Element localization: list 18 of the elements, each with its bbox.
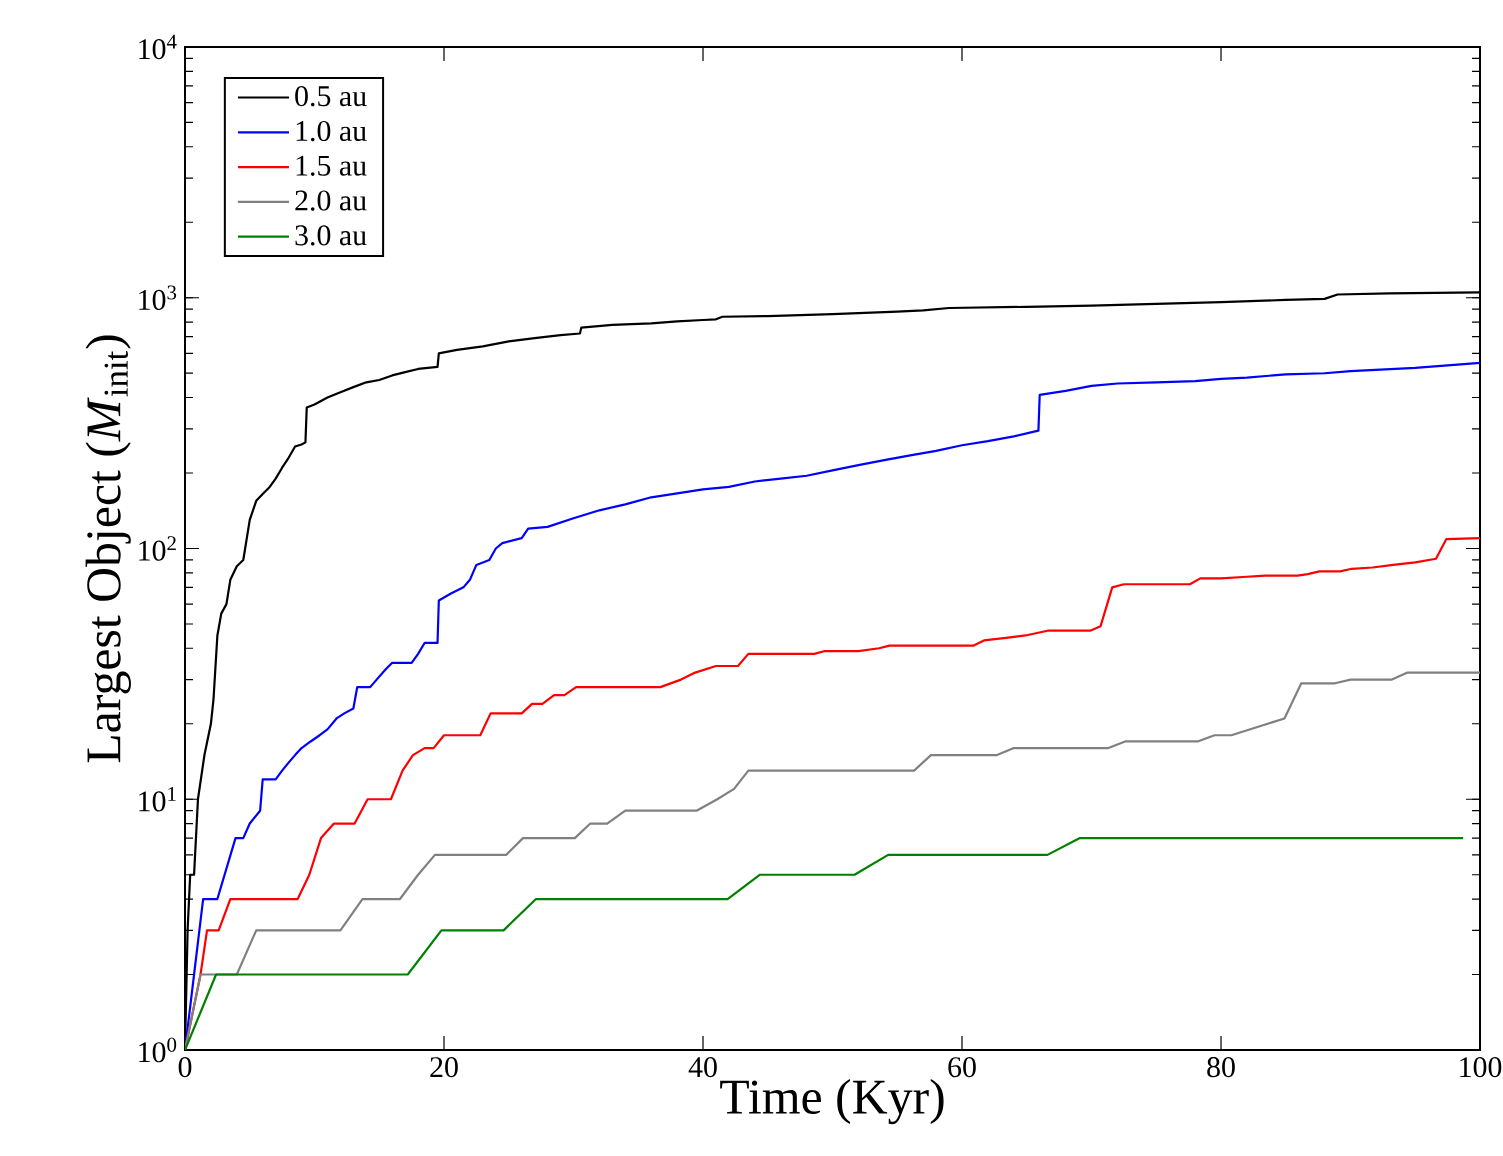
legend-label: 3.0 au: [295, 225, 367, 246]
y-tick-label: 10$^{0}$: [139, 1037, 177, 1063]
x-tick-label: 20: [430, 1057, 458, 1078]
x-tick-label: 60: [948, 1057, 976, 1078]
y-tick-label: 10$^{2}$: [139, 536, 176, 561]
x-tick-label: 100: [1460, 1057, 1502, 1078]
x-tick-label: 0: [178, 1057, 192, 1078]
x-tick-label: 80: [1207, 1057, 1235, 1078]
x-axis-title: Time (Kyr): [720, 1078, 944, 1125]
legend-label: 1.5 au: [296, 155, 367, 176]
legend-label: 0.5 au: [295, 86, 367, 107]
legend-label: 2.0 au: [295, 190, 367, 211]
y-tick-label: 10$^{4}$: [139, 34, 177, 60]
y-tick-label: 10$^{1}$: [139, 786, 176, 812]
y-axis-title: Largest Object (M$_{init}$): [85, 335, 131, 763]
y-tick-label: 10$^{3}$: [139, 285, 177, 311]
legend-label: 1.0 au: [296, 120, 367, 142]
x-tick-label: 40: [688, 1057, 717, 1078]
